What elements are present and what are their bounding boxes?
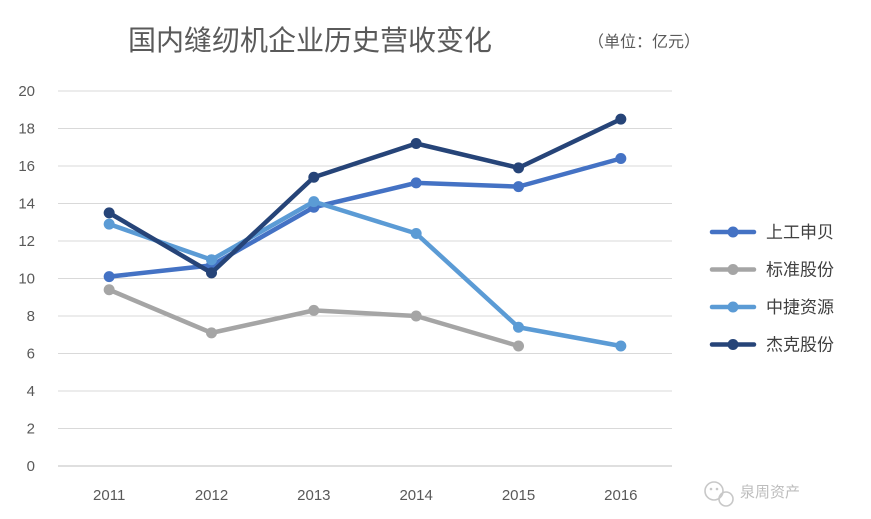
y-tick-label: 6 xyxy=(27,346,35,363)
series-2 xyxy=(103,284,524,352)
x-tick-label: 2016 xyxy=(604,487,637,504)
data-point xyxy=(103,271,115,283)
data-point xyxy=(206,327,217,339)
y-tick-label: 12 xyxy=(18,233,35,250)
legend-label: 上工申贝 xyxy=(766,223,834,243)
data-point xyxy=(410,228,422,239)
data-point xyxy=(308,304,320,316)
data-point xyxy=(615,340,627,352)
series-lines xyxy=(103,113,627,352)
data-point xyxy=(615,153,627,164)
x-tick-label: 2014 xyxy=(399,487,432,504)
series-line xyxy=(106,156,624,279)
series-3 xyxy=(103,196,627,352)
data-point xyxy=(513,181,524,193)
x-tick-label: 2013 xyxy=(297,487,330,504)
legend-swatch-marker xyxy=(727,264,739,275)
legend-label: 中捷资源 xyxy=(766,298,834,318)
data-point xyxy=(513,162,524,174)
gridlines xyxy=(58,90,672,467)
chart-subtitle: （单位：亿元） xyxy=(588,32,700,51)
series-line xyxy=(106,287,521,349)
data-point xyxy=(513,321,524,333)
legend-label: 杰克股份 xyxy=(766,336,834,356)
wechat-icon xyxy=(704,481,734,507)
y-axis: 0 2 4 6 8 10 12 14 16 18 20 xyxy=(18,83,35,475)
data-point xyxy=(308,196,320,208)
watermark-label: 泉周资产 xyxy=(740,483,800,501)
legend-label: 标准股份 xyxy=(766,261,834,281)
watermark: 泉周资产 xyxy=(704,481,800,507)
data-point xyxy=(410,177,422,189)
y-tick-label: 2 xyxy=(27,421,35,438)
legend-item-2: 标准股份 xyxy=(709,261,834,281)
data-point xyxy=(206,254,217,266)
y-tick-label: 4 xyxy=(27,383,35,400)
x-tick-label: 2011 xyxy=(93,487,125,504)
y-tick-label: 18 xyxy=(18,121,35,138)
y-tick-label: 14 xyxy=(18,196,35,213)
legend-swatch-marker xyxy=(727,226,739,238)
data-point xyxy=(410,310,422,322)
y-tick-label: 16 xyxy=(18,158,35,175)
legend-swatch-marker xyxy=(727,339,739,350)
legend-item-4: 杰克股份 xyxy=(709,336,834,356)
legend-swatch-marker xyxy=(727,301,739,313)
data-point xyxy=(206,267,217,279)
data-point xyxy=(308,171,320,183)
data-point xyxy=(615,113,627,125)
x-tick-label: 2015 xyxy=(502,487,535,504)
series-1 xyxy=(103,153,627,283)
series-line xyxy=(106,116,624,276)
chart-title: 国内缝纫机企业历史营收变化 xyxy=(128,24,492,57)
legend-item-3: 中捷资源 xyxy=(709,298,834,318)
data-point xyxy=(410,138,422,149)
data-point xyxy=(103,207,115,219)
data-point xyxy=(513,340,524,352)
data-point xyxy=(103,284,115,296)
x-tick-label: 2012 xyxy=(195,487,228,504)
data-point xyxy=(103,218,115,230)
y-tick-label: 0 xyxy=(27,458,35,475)
legend-item-1: 上工申贝 xyxy=(709,223,834,243)
series-line xyxy=(106,199,624,349)
series-4 xyxy=(103,113,627,279)
y-tick-label: 8 xyxy=(27,308,35,325)
x-axis: 2011 2012 2013 2014 2015 2016 xyxy=(93,487,637,504)
y-tick-label: 20 xyxy=(18,83,35,100)
y-tick-label: 10 xyxy=(18,271,35,288)
